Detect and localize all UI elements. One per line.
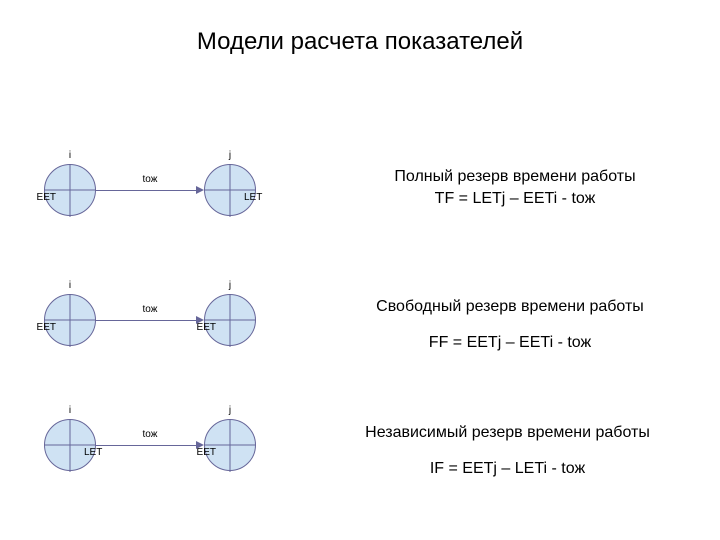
node-divider-h — [205, 445, 255, 446]
node-top-label: i — [50, 280, 90, 291]
node-br-label: LET — [84, 447, 124, 458]
node-divider-v — [230, 295, 231, 347]
description-line1: Свободный резерв времени работы — [320, 298, 700, 316]
description-row0: Полный резерв времени работы TF = LETj – … — [330, 168, 700, 208]
arrow-label-row1: tож — [130, 304, 170, 315]
arrow-row1 — [96, 320, 198, 321]
node-divider-v — [230, 420, 231, 472]
node-bl-label: EET — [16, 192, 56, 203]
node-divider-v — [70, 165, 71, 217]
arrow-head-row0 — [196, 186, 204, 194]
node-right-row2 — [204, 419, 256, 471]
node-divider-v — [70, 420, 71, 472]
node-left-row2 — [44, 419, 96, 471]
arrow-label-row2: tож — [130, 429, 170, 440]
description-line2: FF = EETj – EETi - tож — [320, 334, 700, 352]
node-left-row1 — [44, 294, 96, 346]
node-divider-v — [70, 295, 71, 347]
node-divider-h — [205, 190, 255, 191]
arrow-label-row0: tож — [130, 174, 170, 185]
node-divider-h — [45, 190, 95, 191]
arrow-row0 — [96, 190, 198, 191]
node-br-label: LET — [244, 192, 284, 203]
node-bl-label: EET — [16, 322, 56, 333]
node-divider-h — [45, 445, 95, 446]
description-line1: Независимый резерв времени работы — [315, 424, 700, 442]
node-top-label: j — [210, 405, 250, 416]
node-right-row1 — [204, 294, 256, 346]
arrow-head-row1 — [196, 316, 204, 324]
node-top-label: j — [210, 150, 250, 161]
description-line1: Полный резерв времени работы — [330, 168, 700, 186]
description-row2: Независимый резерв времени работы IF = EE… — [315, 424, 700, 478]
node-divider-h — [205, 320, 255, 321]
arrow-row2 — [96, 445, 198, 446]
description-line2: TF = LETj – EETi - tож — [330, 190, 700, 208]
node-top-label: j — [210, 280, 250, 291]
page-title: Модели расчета показателей — [0, 28, 720, 56]
node-divider-h — [45, 320, 95, 321]
node-top-label: i — [50, 405, 90, 416]
node-left-row0 — [44, 164, 96, 216]
node-top-label: i — [50, 150, 90, 161]
description-line2: IF = EETj – LETi - tож — [315, 460, 700, 478]
description-row1: Свободный резерв времени работы FF = EETj… — [320, 298, 700, 352]
node-right-row0 — [204, 164, 256, 216]
node-divider-v — [230, 165, 231, 217]
arrow-head-row2 — [196, 441, 204, 449]
